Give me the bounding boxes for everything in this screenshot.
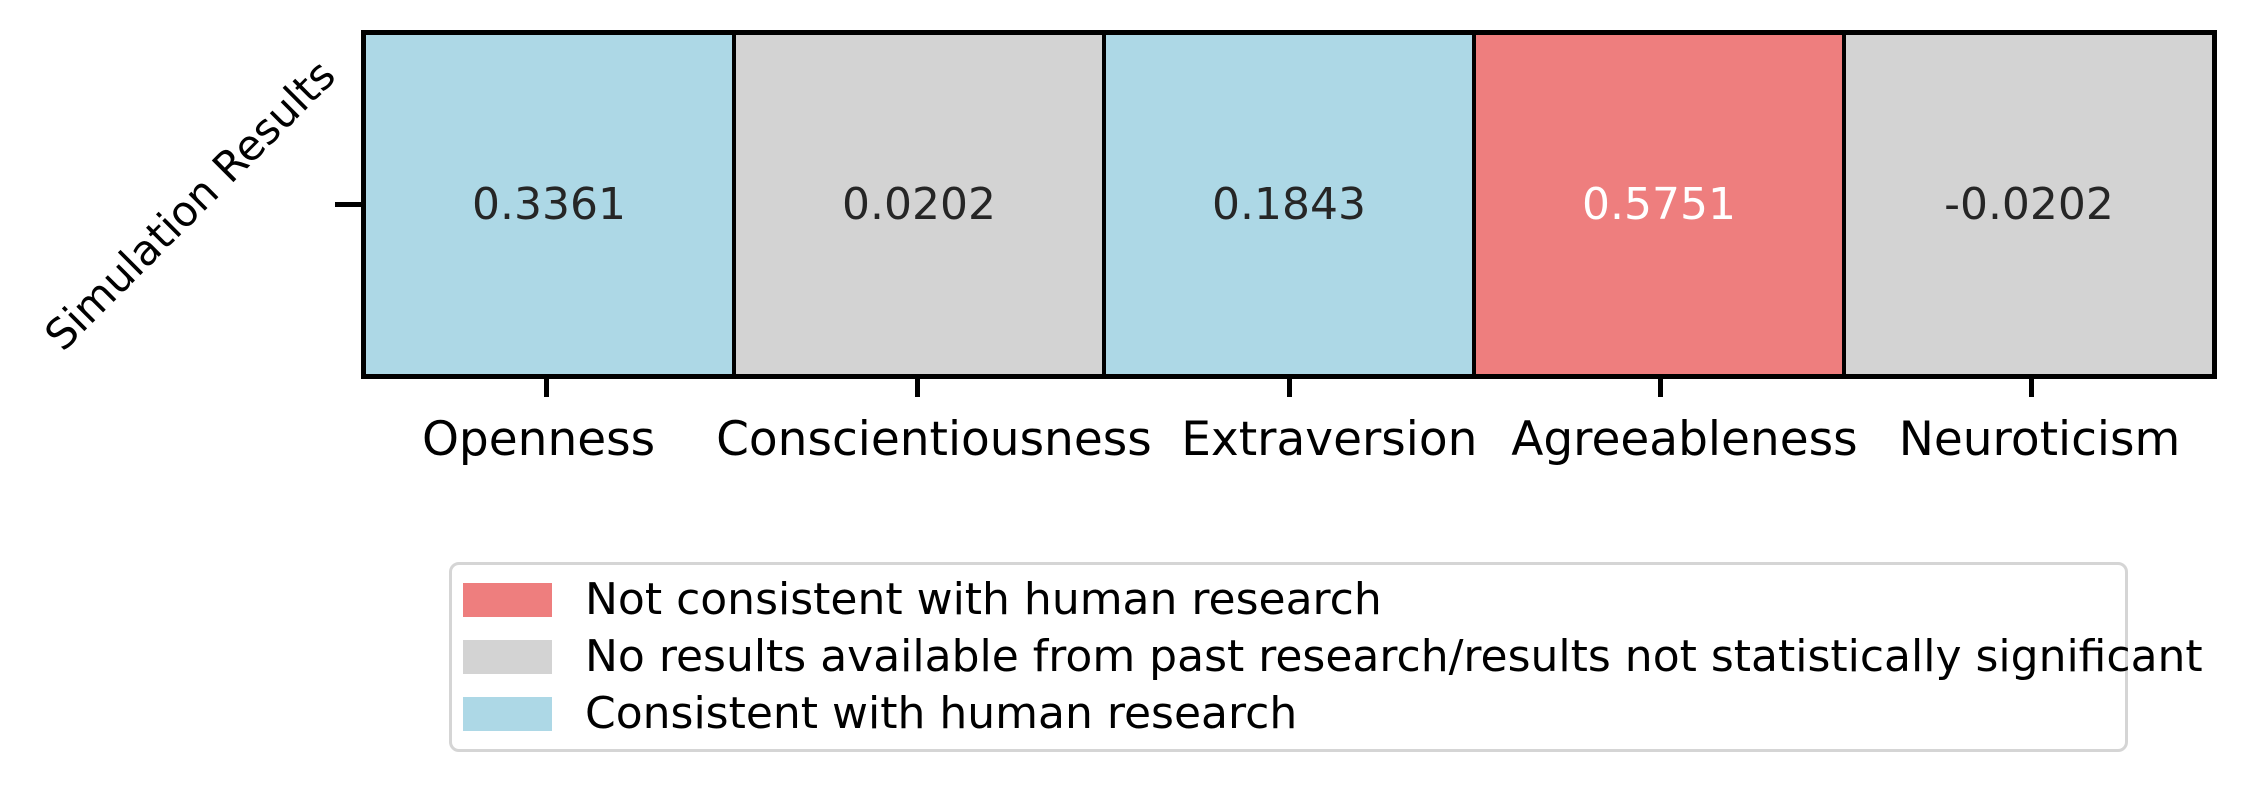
legend: Not consistent with human research No re… (449, 562, 2203, 752)
x-axis-label-conscientiousness: Conscientiousness (716, 412, 1152, 467)
x-axis-tick-mark (2028, 379, 2034, 397)
heatmap-cell-agreeableness: 0.5751 (1472, 35, 1842, 374)
cell-value: 0.0202 (842, 178, 996, 230)
x-axis-tick-mark (915, 379, 921, 397)
heatmap-cell-extraversion: 0.1843 (1102, 35, 1472, 374)
x-axis-tick-mark (1286, 379, 1292, 397)
x-tick-slot (361, 379, 732, 397)
legend-swatch-consistent (463, 697, 552, 731)
y-axis-tick-label: Simulation Results (35, 50, 345, 360)
heatmap-cell-neuroticism: -0.0202 (1842, 35, 2212, 374)
legend-row-consistent: Consistent with human research (463, 692, 2125, 736)
legend-label: Not consistent with human research (585, 574, 1382, 625)
x-axis-label-openness: Openness (421, 412, 656, 467)
x-tick-slot (1103, 379, 1474, 397)
legend-label: No results available from past research/… (585, 631, 2203, 682)
legend-row-not-consistent: Not consistent with human research (463, 578, 2125, 622)
x-axis-ticks (361, 379, 2217, 397)
cell-value: 0.5751 (1582, 178, 1736, 230)
y-axis-tick-mark (335, 202, 361, 207)
x-axis-tick-mark (1657, 379, 1663, 397)
cell-value: -0.0202 (1944, 178, 2114, 230)
cell-value: 0.3361 (472, 178, 626, 230)
x-axis-label-agreeableness: Agreeableness (1511, 412, 1858, 467)
x-axis-label-extraversion: Extraversion (1181, 412, 1478, 467)
legend-row-no-results: No results available from past research/… (463, 635, 2203, 679)
x-tick-slot (1475, 379, 1846, 397)
x-axis-labels: Openness Conscientiousness Extraversion … (361, 412, 2217, 468)
legend-swatch-not-consistent (463, 583, 552, 617)
x-tick-slot (732, 379, 1103, 397)
heatmap-cell-openness: 0.3361 (366, 35, 732, 374)
heatmap-grid: 0.3361 0.0202 0.1843 0.5751 -0.0202 (361, 30, 2217, 379)
cell-value: 0.1843 (1212, 178, 1366, 230)
x-axis-tick-mark (544, 379, 550, 397)
x-tick-slot (1846, 379, 2217, 397)
legend-label: Consistent with human research (585, 688, 1298, 739)
heatmap-cell-conscientiousness: 0.0202 (732, 35, 1102, 374)
x-axis-label-neuroticism: Neuroticism (1898, 412, 2181, 467)
legend-swatch-no-results (463, 640, 552, 674)
